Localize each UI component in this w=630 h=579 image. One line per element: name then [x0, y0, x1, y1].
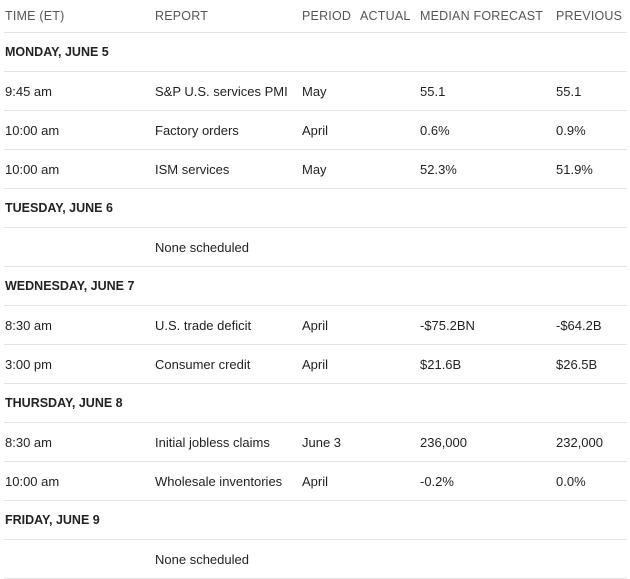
- table-row: 10:00 am Factory orders April 0.6% 0.9%: [4, 110, 627, 150]
- cell-median-forecast: $21.6B: [420, 344, 556, 384]
- column-header-report: REPORT: [155, 0, 302, 33]
- cell-report: None scheduled: [155, 227, 302, 267]
- cell-actual: [360, 461, 420, 501]
- cell-median-forecast: 0.6%: [420, 110, 556, 150]
- cell-period: April: [302, 305, 360, 345]
- cell-period: May: [302, 71, 360, 111]
- cell-actual: [360, 344, 420, 384]
- cell-report: Consumer credit: [155, 344, 302, 384]
- table-row: 8:30 am U.S. trade deficit April -$75.2B…: [4, 305, 627, 345]
- cell-previous: 0.0%: [556, 461, 627, 501]
- cell-median-forecast: 52.3%: [420, 149, 556, 189]
- cell-time: 8:30 am: [4, 422, 155, 462]
- cell-report: Initial jobless claims: [155, 422, 302, 462]
- cell-time: 10:00 am: [4, 110, 155, 150]
- cell-previous: [556, 539, 627, 579]
- cell-actual: [360, 149, 420, 189]
- day-row-tuesday: TUESDAY, JUNE 6: [4, 188, 627, 228]
- cell-actual: [360, 539, 420, 579]
- day-label: FRIDAY, JUNE 9: [4, 500, 627, 540]
- cell-period: [302, 539, 360, 579]
- cell-time: 3:00 pm: [4, 344, 155, 384]
- cell-previous: [556, 227, 627, 267]
- table-row: 9:45 am S&P U.S. services PMI May 55.1 5…: [4, 71, 627, 111]
- cell-report: None scheduled: [155, 539, 302, 579]
- cell-period: April: [302, 110, 360, 150]
- cell-period: May: [302, 149, 360, 189]
- cell-actual: [360, 422, 420, 462]
- column-header-actual: ACTUAL: [360, 0, 420, 33]
- column-header-time: TIME (ET): [4, 0, 155, 33]
- cell-median-forecast: [420, 539, 556, 579]
- cell-previous: 51.9%: [556, 149, 627, 189]
- table-row: 10:00 am ISM services May 52.3% 51.9%: [4, 149, 627, 189]
- economic-calendar-table: TIME (ET) REPORT PERIOD ACTUAL MEDIAN FO…: [4, 0, 627, 579]
- cell-previous: 0.9%: [556, 110, 627, 150]
- cell-previous: $26.5B: [556, 344, 627, 384]
- day-label: MONDAY, JUNE 5: [4, 32, 627, 72]
- cell-previous: -$64.2B: [556, 305, 627, 345]
- cell-median-forecast: 236,000: [420, 422, 556, 462]
- column-header-median-forecast: MEDIAN FORECAST: [420, 0, 556, 33]
- day-row-thursday: THURSDAY, JUNE 8: [4, 383, 627, 423]
- day-row-monday: MONDAY, JUNE 5: [4, 32, 627, 72]
- cell-median-forecast: -$75.2BN: [420, 305, 556, 345]
- table-header: TIME (ET) REPORT PERIOD ACTUAL MEDIAN FO…: [4, 0, 627, 33]
- day-row-friday: FRIDAY, JUNE 9: [4, 500, 627, 540]
- cell-previous: 232,000: [556, 422, 627, 462]
- cell-period: [302, 227, 360, 267]
- cell-time: [4, 227, 155, 267]
- day-label: TUESDAY, JUNE 6: [4, 188, 627, 228]
- cell-report: Wholesale inventories: [155, 461, 302, 501]
- cell-actual: [360, 71, 420, 111]
- cell-period: April: [302, 461, 360, 501]
- table-row: None scheduled: [4, 227, 627, 267]
- cell-period: June 3: [302, 422, 360, 462]
- day-label: THURSDAY, JUNE 8: [4, 383, 627, 423]
- column-header-period: PERIOD: [302, 0, 360, 33]
- cell-time: 9:45 am: [4, 71, 155, 111]
- cell-time: 10:00 am: [4, 461, 155, 501]
- header-row: TIME (ET) REPORT PERIOD ACTUAL MEDIAN FO…: [4, 0, 627, 33]
- cell-report: Factory orders: [155, 110, 302, 150]
- day-label: WEDNESDAY, JUNE 7: [4, 266, 627, 306]
- table-row: None scheduled: [4, 539, 627, 579]
- cell-median-forecast: [420, 227, 556, 267]
- cell-report: S&P U.S. services PMI: [155, 71, 302, 111]
- cell-time: 10:00 am: [4, 149, 155, 189]
- table-row: 8:30 am Initial jobless claims June 3 23…: [4, 422, 627, 462]
- cell-time: 8:30 am: [4, 305, 155, 345]
- cell-report: ISM services: [155, 149, 302, 189]
- column-header-previous: PREVIOUS: [556, 0, 627, 33]
- table-row: 10:00 am Wholesale inventories April -0.…: [4, 461, 627, 501]
- cell-actual: [360, 227, 420, 267]
- day-row-wednesday: WEDNESDAY, JUNE 7: [4, 266, 627, 306]
- cell-actual: [360, 305, 420, 345]
- cell-actual: [360, 110, 420, 150]
- cell-median-forecast: -0.2%: [420, 461, 556, 501]
- cell-median-forecast: 55.1: [420, 71, 556, 111]
- table-row: 3:00 pm Consumer credit April $21.6B $26…: [4, 344, 627, 384]
- cell-time: [4, 539, 155, 579]
- cell-previous: 55.1: [556, 71, 627, 111]
- cell-period: April: [302, 344, 360, 384]
- cell-report: U.S. trade deficit: [155, 305, 302, 345]
- table-body: MONDAY, JUNE 5 9:45 am S&P U.S. services…: [4, 32, 627, 579]
